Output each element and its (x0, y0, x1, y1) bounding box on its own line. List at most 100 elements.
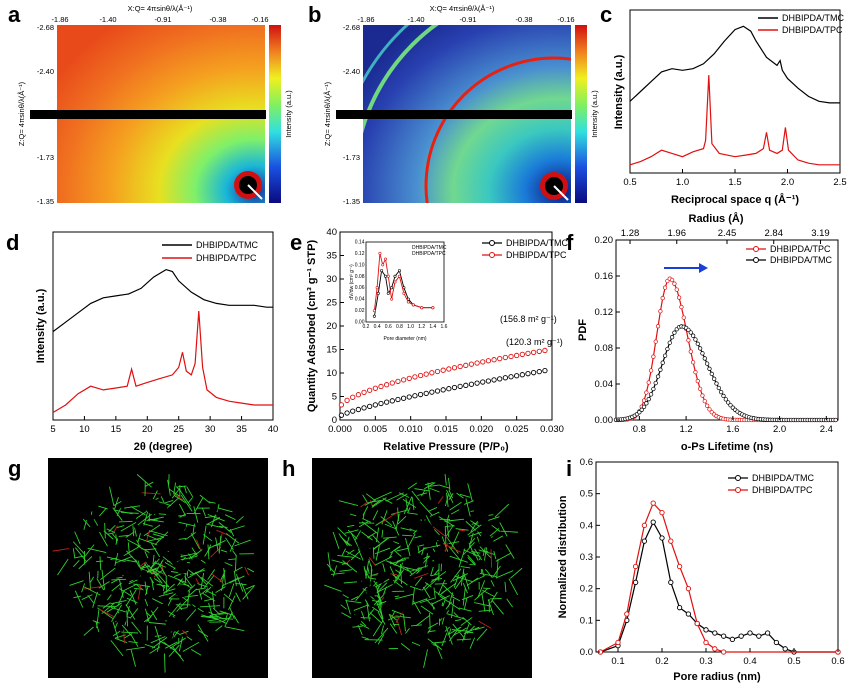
polymer-bond (415, 614, 431, 627)
polymer-bond (417, 492, 428, 496)
panel-label-b: b (308, 2, 321, 27)
inset-point (380, 269, 384, 273)
void-space (176, 539, 192, 555)
void-space (175, 560, 189, 574)
c-legend: DHBIPDA/TMC DHBIPDA/TPC (758, 13, 845, 35)
polymer-bond (458, 548, 466, 568)
x-tick-label: 2.4 (820, 424, 833, 435)
pdf-point (716, 385, 721, 391)
polymer-bond (345, 599, 351, 615)
data-point (703, 639, 709, 646)
data-point (712, 646, 718, 652)
void-space (397, 599, 411, 613)
polymer-bond (385, 492, 404, 502)
a-ytick: -1.73 (37, 153, 54, 162)
polymer-bond (449, 501, 462, 511)
polymer-bond (496, 558, 499, 579)
inset-x-tick: 0.4 (374, 324, 381, 330)
y-tick-label: 0.04 (595, 379, 614, 390)
polymer-bond (371, 500, 381, 507)
polymer-bond (143, 616, 152, 623)
inset-x-tick: 0.2 (363, 324, 370, 330)
polymer-bond (180, 555, 197, 561)
data-point (641, 538, 648, 544)
d-legend-tpc: DHBIPDA/TPC (196, 253, 257, 263)
polymer-bond (150, 542, 161, 558)
polymer-bond (372, 510, 379, 521)
pdf-point (707, 407, 712, 412)
polymer-bond (451, 596, 461, 602)
g-polymer-network (52, 474, 255, 673)
inset-x-tick: 1.2 (418, 324, 425, 330)
polymer-bond (212, 607, 220, 615)
polymer-bond (96, 608, 100, 628)
a-xtick: -0.16 (251, 15, 268, 24)
polymer-bond (128, 641, 138, 644)
d-legend-tmc: DHBIPDA/TMC (196, 240, 259, 250)
isotherm-point (525, 371, 531, 377)
polymer-bond (361, 610, 365, 620)
polymer-bond (395, 615, 411, 619)
polymer-bond (376, 584, 393, 594)
b-xtick: -1.86 (357, 15, 374, 24)
isotherm-point (400, 395, 407, 401)
polymer-bond (463, 541, 475, 556)
polymer-bond (375, 544, 380, 561)
polymer-bond (449, 555, 468, 563)
polymer-bond (151, 569, 163, 584)
polymer-bond (389, 559, 407, 565)
polymer-bond (158, 513, 167, 515)
polymer-bond (179, 490, 192, 507)
polymer-bond (118, 578, 124, 598)
polymer-bond (508, 578, 519, 596)
polymer-bond (154, 635, 162, 637)
polymer-bond (380, 516, 393, 527)
polymer-bond (416, 568, 423, 575)
polymer-bond (146, 537, 165, 542)
polymer-bond (136, 539, 140, 547)
polymer-bond (104, 522, 106, 539)
data-point (615, 639, 621, 646)
data-point (720, 633, 727, 639)
isotherm-point (350, 394, 356, 400)
data-point (764, 630, 771, 636)
polymer-bond (337, 527, 347, 537)
x-tick-label: 0.005 (363, 424, 387, 435)
polymer-bond (165, 499, 174, 504)
void-space (125, 564, 142, 581)
polymer-bond (206, 590, 217, 596)
e-legend-tmc: DHBIPDA/TMC (506, 238, 569, 248)
polymer-bond (82, 518, 91, 528)
d-axes-frame (52, 231, 274, 421)
polymer-bond (190, 532, 201, 550)
polymer-bond (207, 569, 216, 580)
polymer-bond (355, 586, 368, 601)
polymer-bond (114, 497, 119, 510)
isotherm-point (457, 383, 463, 390)
polymer-bond (448, 489, 453, 499)
polymer-bond (167, 479, 171, 496)
polymer-bond (106, 528, 115, 533)
polymer-bond (479, 546, 492, 559)
e-legend-marker-tpc (489, 252, 495, 258)
isotherm-point (468, 361, 475, 367)
b-diffraction-ring-inner (424, 56, 571, 203)
polymer-bond (471, 522, 479, 525)
polymer-bond (364, 568, 370, 579)
isotherm-point (514, 373, 520, 379)
void-space (115, 612, 127, 625)
isotherm-point (530, 370, 537, 376)
data-point (703, 627, 709, 633)
void-space (435, 628, 445, 638)
void-space (376, 574, 385, 584)
polymer-bond (157, 573, 170, 588)
polymer-bond (164, 562, 178, 571)
x-tick-label: 0.015 (434, 424, 458, 435)
polymer-bond (147, 519, 164, 523)
pdf-point (700, 393, 705, 398)
isotherm-point (417, 372, 424, 379)
polymer-bond (193, 506, 199, 523)
polymer-bond (467, 524, 482, 536)
polymer-bond (57, 558, 69, 576)
e-inset-xlabel: Pore diameter (nm) (383, 336, 426, 342)
